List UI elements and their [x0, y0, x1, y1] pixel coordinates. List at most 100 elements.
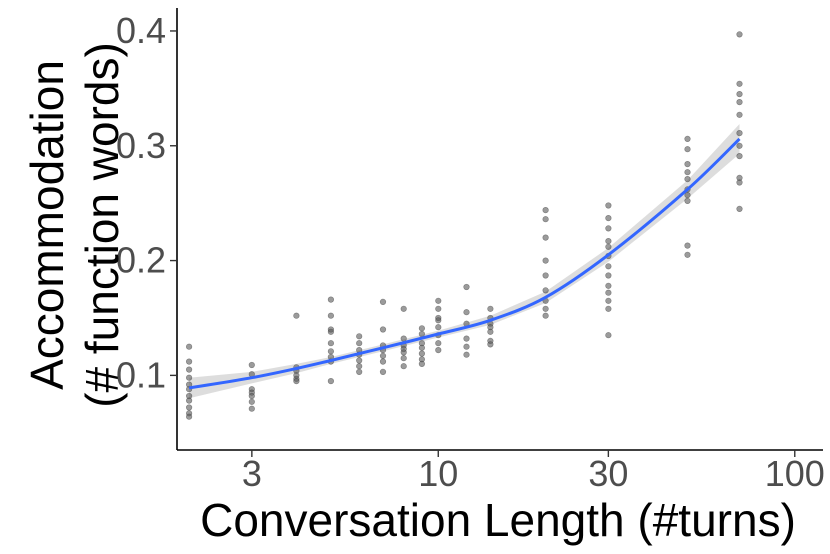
- data-point: [418, 330, 426, 338]
- data-point: [400, 305, 407, 312]
- points-layer: [186, 31, 743, 420]
- data-point: [684, 197, 691, 204]
- data-point: [435, 305, 442, 312]
- data-point: [248, 392, 255, 400]
- data-point: [418, 350, 426, 357]
- data-point: [736, 31, 743, 38]
- data-point: [684, 251, 691, 258]
- data-point: [736, 98, 743, 106]
- data-point: [400, 363, 407, 370]
- data-point: [418, 344, 426, 351]
- data-point: [736, 111, 743, 118]
- data-point: [293, 312, 300, 319]
- data-point: [605, 297, 612, 304]
- data-point: [293, 378, 300, 385]
- data-point: [435, 347, 442, 354]
- x-tick-label: 3: [242, 453, 262, 494]
- y-tick-label: 0.4: [116, 10, 166, 51]
- data-point: [248, 361, 255, 369]
- confidence-ribbon-layer: [189, 124, 740, 399]
- data-point: [356, 357, 363, 364]
- data-point: [684, 169, 691, 176]
- data-point: [542, 272, 549, 279]
- data-point: [435, 340, 442, 347]
- data-point: [418, 360, 426, 368]
- y-axis-title-line1: Accommodation: [21, 60, 73, 390]
- data-point: [356, 368, 363, 376]
- data-point: [356, 333, 363, 340]
- data-point: [605, 263, 612, 270]
- data-point: [736, 179, 743, 186]
- data-point: [736, 90, 743, 98]
- data-point: [186, 358, 193, 365]
- data-point: [186, 374, 193, 381]
- data-point: [400, 335, 407, 342]
- data-point: [684, 146, 691, 153]
- data-point: [186, 397, 193, 404]
- data-point: [736, 142, 743, 149]
- data-point: [736, 80, 743, 87]
- data-point: [542, 312, 549, 319]
- data-point: [736, 205, 743, 212]
- data-point: [248, 398, 255, 405]
- x-tick-label: 30: [588, 453, 628, 494]
- data-point: [605, 202, 612, 209]
- y-tick-label: 0.3: [116, 125, 166, 166]
- data-point: [400, 349, 407, 356]
- data-point: [542, 287, 549, 294]
- data-point: [487, 341, 494, 348]
- data-point: [605, 243, 612, 250]
- data-point: [186, 343, 193, 350]
- data-point: [248, 405, 255, 412]
- data-point: [542, 207, 549, 214]
- data-point: [379, 368, 387, 376]
- data-point: [379, 352, 387, 360]
- data-point: [542, 305, 549, 312]
- data-point: [186, 413, 193, 420]
- data-point: [463, 309, 470, 316]
- axes-layer: [176, 8, 823, 451]
- data-point: [542, 257, 549, 264]
- data-point: [605, 225, 612, 232]
- data-point: [327, 348, 335, 355]
- data-point: [400, 355, 407, 362]
- data-point: [605, 289, 612, 296]
- data-point: [684, 161, 691, 168]
- data-point: [605, 282, 612, 289]
- data-point: [463, 335, 470, 342]
- data-point: [605, 272, 612, 279]
- data-point: [327, 296, 335, 303]
- data-point: [736, 130, 743, 137]
- data-point: [542, 234, 549, 241]
- data-point: [186, 404, 193, 411]
- data-point: [487, 328, 494, 335]
- y-tick-label: 0.1: [116, 354, 166, 395]
- data-point: [463, 283, 470, 291]
- confidence-ribbon: [189, 124, 740, 399]
- data-point: [356, 340, 363, 347]
- data-point: [684, 192, 691, 199]
- smooth-trend-line: [188, 137, 741, 390]
- x-axis-title: Conversation Length (#turns): [200, 494, 796, 546]
- y-tick-label: 0.2: [116, 240, 166, 281]
- data-point: [463, 343, 470, 350]
- data-point: [487, 305, 494, 312]
- data-point: [463, 351, 470, 358]
- smooth-line-layer: [188, 137, 741, 390]
- data-point: [435, 324, 442, 331]
- data-point: [684, 176, 691, 183]
- data-point: [684, 242, 691, 249]
- data-point: [605, 238, 612, 245]
- data-point: [435, 297, 442, 304]
- data-point: [379, 358, 387, 365]
- data-point: [379, 298, 387, 306]
- y-axis-title-line2: (# function words): [76, 42, 128, 408]
- data-point: [327, 312, 335, 319]
- data-point: [684, 135, 691, 142]
- data-point: [605, 332, 612, 339]
- data-point: [356, 363, 363, 370]
- x-tick-label: 100: [765, 453, 825, 494]
- data-point: [736, 153, 743, 160]
- data-point: [542, 216, 549, 223]
